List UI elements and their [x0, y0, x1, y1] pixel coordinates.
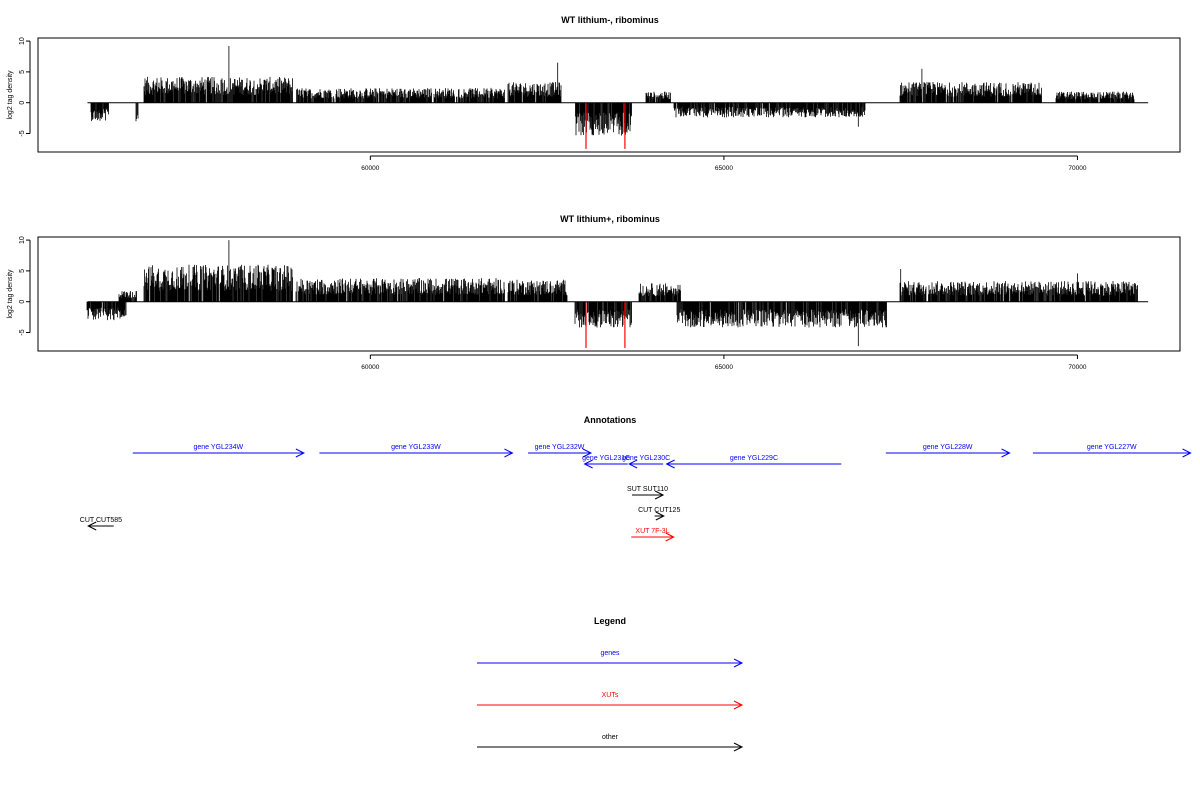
feature-arrowhead — [87, 521, 97, 531]
annotation-feature: gene YGL232W — [528, 444, 593, 458]
x-tick-label: 70000 — [1068, 364, 1086, 371]
y-axis: -5 0 5 10 — [19, 37, 31, 137]
legend-entry: genes — [477, 650, 744, 668]
feature-arrowhead — [655, 511, 665, 521]
feature-arrowhead — [628, 459, 638, 469]
y-tick-label: -5 — [19, 329, 26, 335]
feature-label: SUT SUT110 — [627, 486, 668, 493]
x-tick-label: 60000 — [361, 165, 379, 172]
feature-arrowhead — [295, 448, 305, 458]
density-bars — [90, 46, 1135, 136]
annotation-track: Annotations gene YGL234W gene YGL233W gene… — [80, 415, 1192, 542]
annotations-title: Annotations — [584, 415, 637, 425]
feature-label: CUT CUT585 — [80, 517, 122, 524]
legend-label: genes — [600, 650, 620, 657]
density-bar-series — [86, 240, 1138, 347]
annotation-feature: gene YGL233W — [319, 444, 514, 458]
density-bar-series — [90, 46, 1135, 136]
legend-arrowhead — [733, 658, 744, 668]
track-panel-lithium-plus: WT lithium+, ribominus log2 tag density … — [7, 214, 1181, 371]
feature-label: gene YGL227W — [1087, 444, 1137, 451]
feature-arrowhead — [665, 532, 675, 542]
highlight-bars — [585, 102, 626, 149]
y-tick-label: 0 — [19, 101, 26, 105]
y-tick-label: 10 — [19, 37, 26, 45]
feature-arrowhead — [1182, 448, 1192, 458]
y-axis-label: log2 tag density — [7, 269, 14, 319]
annotation-feature: gene YGL230C — [622, 455, 670, 469]
density-bars — [86, 240, 1138, 347]
legend-arrowhead — [733, 742, 744, 752]
y-axis: -5 0 5 10 — [19, 236, 31, 336]
feature-arrowhead — [504, 448, 514, 458]
plot-frame — [37, 37, 1181, 153]
x-axis: 60000 65000 70000 — [361, 354, 1087, 371]
x-tick-label: 65000 — [715, 165, 733, 172]
annotation-feature: SUT SUT110 — [627, 486, 668, 500]
feature-label: gene YGL234W — [193, 444, 243, 451]
x-tick-label: 65000 — [715, 364, 733, 371]
legend-title: Legend — [594, 616, 626, 626]
y-tick-label: 10 — [19, 236, 26, 244]
panel-title: WT lithium+, ribominus — [560, 214, 660, 224]
x-axis: 60000 65000 70000 — [361, 155, 1087, 172]
annotation-feature: gene YGL231C — [582, 455, 630, 469]
legend-entries: genes XUTs other — [477, 650, 744, 752]
y-axis-label: log2 tag density — [7, 70, 14, 120]
feature-label: gene YGL228W — [923, 444, 973, 451]
feature-label: gene YGL233W — [391, 444, 441, 451]
y-tick-label: -5 — [19, 130, 26, 136]
feature-arrowhead — [665, 459, 675, 469]
feature-label: gene YGL230C — [622, 455, 670, 462]
panel-title: WT lithium-, ribominus — [561, 15, 659, 25]
feature-label: gene YGL229C — [730, 455, 778, 462]
y-tick-label: 5 — [19, 269, 26, 273]
annotation-feature: gene YGL234W — [132, 444, 305, 458]
plot-frame — [37, 236, 1181, 352]
annotation-feature: gene YGL227W — [1032, 444, 1192, 458]
annotation-features: gene YGL234W gene YGL233W gene YGL232W gene… — [80, 444, 1192, 542]
legend-label: XUTs — [602, 692, 619, 699]
track-panel-lithium-minus: WT lithium-, ribominus log2 tag density … — [7, 15, 1181, 172]
annotation-feature: CUT CUT585 — [80, 517, 122, 531]
annotation-feature: CUT CUT125 — [638, 507, 680, 521]
annotation-feature: gene YGL229C — [665, 455, 842, 469]
legend-entry: other — [477, 734, 744, 752]
x-tick-label: 70000 — [1068, 165, 1086, 172]
legend-entry: XUTs — [477, 692, 744, 710]
annotation-feature: gene YGL228W — [885, 444, 1011, 458]
legend: Legend genes XUTs other — [477, 616, 744, 752]
feature-label: gene YGL232W — [535, 444, 585, 451]
feature-arrowhead — [654, 490, 665, 500]
y-tick-label: 5 — [19, 70, 26, 74]
feature-label: gene YGL231C — [582, 455, 630, 462]
feature-label: CUT CUT125 — [638, 507, 680, 514]
y-tick-label: 0 — [19, 300, 26, 304]
feature-arrowhead — [583, 459, 593, 469]
feature-arrowhead — [1001, 448, 1011, 458]
annotation-feature: XUT 7F-3L — [631, 528, 675, 542]
highlight-bars — [585, 301, 626, 348]
x-tick-label: 60000 — [361, 364, 379, 371]
feature-arrowhead — [582, 448, 593, 458]
feature-label: XUT 7F-3L — [635, 528, 669, 535]
legend-label: other — [602, 734, 619, 741]
legend-arrowhead — [733, 700, 744, 710]
